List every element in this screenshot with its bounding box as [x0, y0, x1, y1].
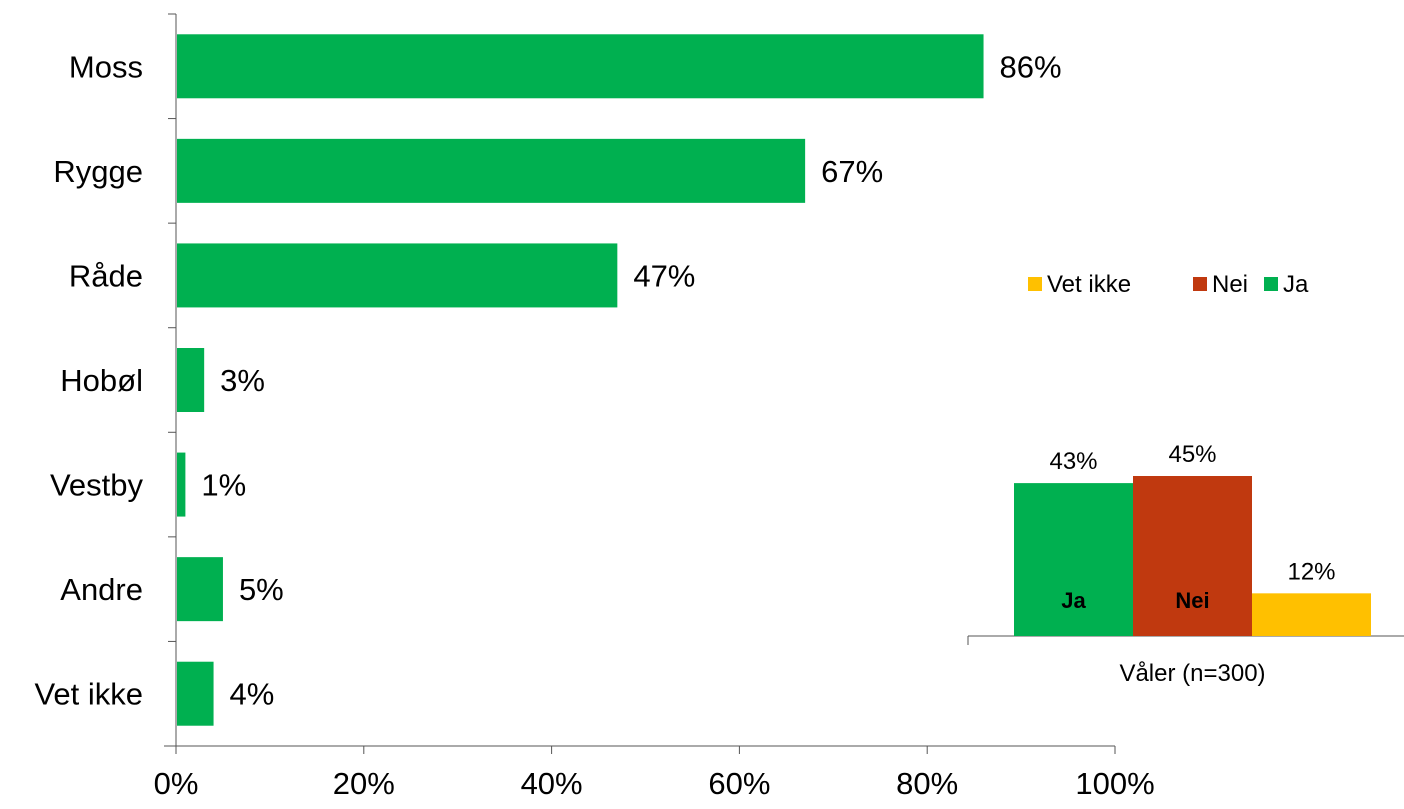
inset-data-label: 12% [1287, 558, 1335, 585]
legend-label: Nei [1212, 271, 1248, 298]
category-label: Hobøl [60, 363, 143, 398]
x-tick-label: 40% [521, 766, 583, 801]
x-tick-label: 80% [896, 766, 958, 801]
data-label: 5% [239, 572, 284, 607]
bar-vestby [177, 452, 186, 517]
data-label: 4% [230, 677, 275, 712]
bar-rygge [177, 138, 806, 203]
legend-label: Vet ikke [1047, 271, 1131, 298]
category-label: Andre [60, 572, 143, 607]
x-tick-label: 20% [333, 766, 395, 801]
data-label: 67% [821, 154, 883, 189]
inset-data-label: 45% [1168, 441, 1216, 468]
x-tick-label: 60% [708, 766, 770, 801]
category-label: Vestby [50, 468, 144, 503]
main-bar-chart: 0% 20% 40% 60% 80% 100% Moss 86% Rygge 67% Råde 47%… [34, 13, 1155, 801]
inset-bar-nei [1133, 476, 1252, 636]
inset-bar-ja [1014, 483, 1133, 636]
inset-bar-label: Ja [1061, 588, 1086, 613]
category-label: Vet ikke [34, 677, 143, 712]
category-label: Rygge [53, 154, 143, 189]
data-label: 3% [220, 363, 265, 398]
legend-swatch-vet-ikke [1028, 277, 1042, 291]
inset-bar-vet-ikke [1252, 593, 1371, 636]
inset-category-label: Våler (n=300) [1119, 660, 1265, 687]
legend-swatch-nei [1193, 277, 1207, 291]
category-label: Råde [69, 258, 143, 293]
x-tick-label: 0% [154, 766, 199, 801]
legend-label: Ja [1283, 271, 1309, 298]
bar-vet-ikke [177, 661, 214, 726]
legend: Vet ikke Nei Ja [1028, 271, 1309, 298]
category-label: Moss [69, 49, 143, 84]
data-label: 86% [1000, 49, 1062, 84]
bar-råde [177, 243, 618, 308]
bar-andre [177, 557, 223, 622]
data-label: 47% [633, 258, 695, 293]
x-tick-label: 100% [1075, 766, 1154, 801]
inset-data-label: 43% [1049, 448, 1097, 475]
inset-bar-chart: 43% Ja 45% Nei 12% Våler (n=300) [967, 441, 1404, 687]
inset-bar-label: Nei [1175, 588, 1209, 613]
bar-moss [177, 34, 984, 99]
data-label: 1% [201, 468, 246, 503]
bar-hobøl [177, 348, 205, 412]
legend-swatch-ja [1264, 277, 1278, 291]
